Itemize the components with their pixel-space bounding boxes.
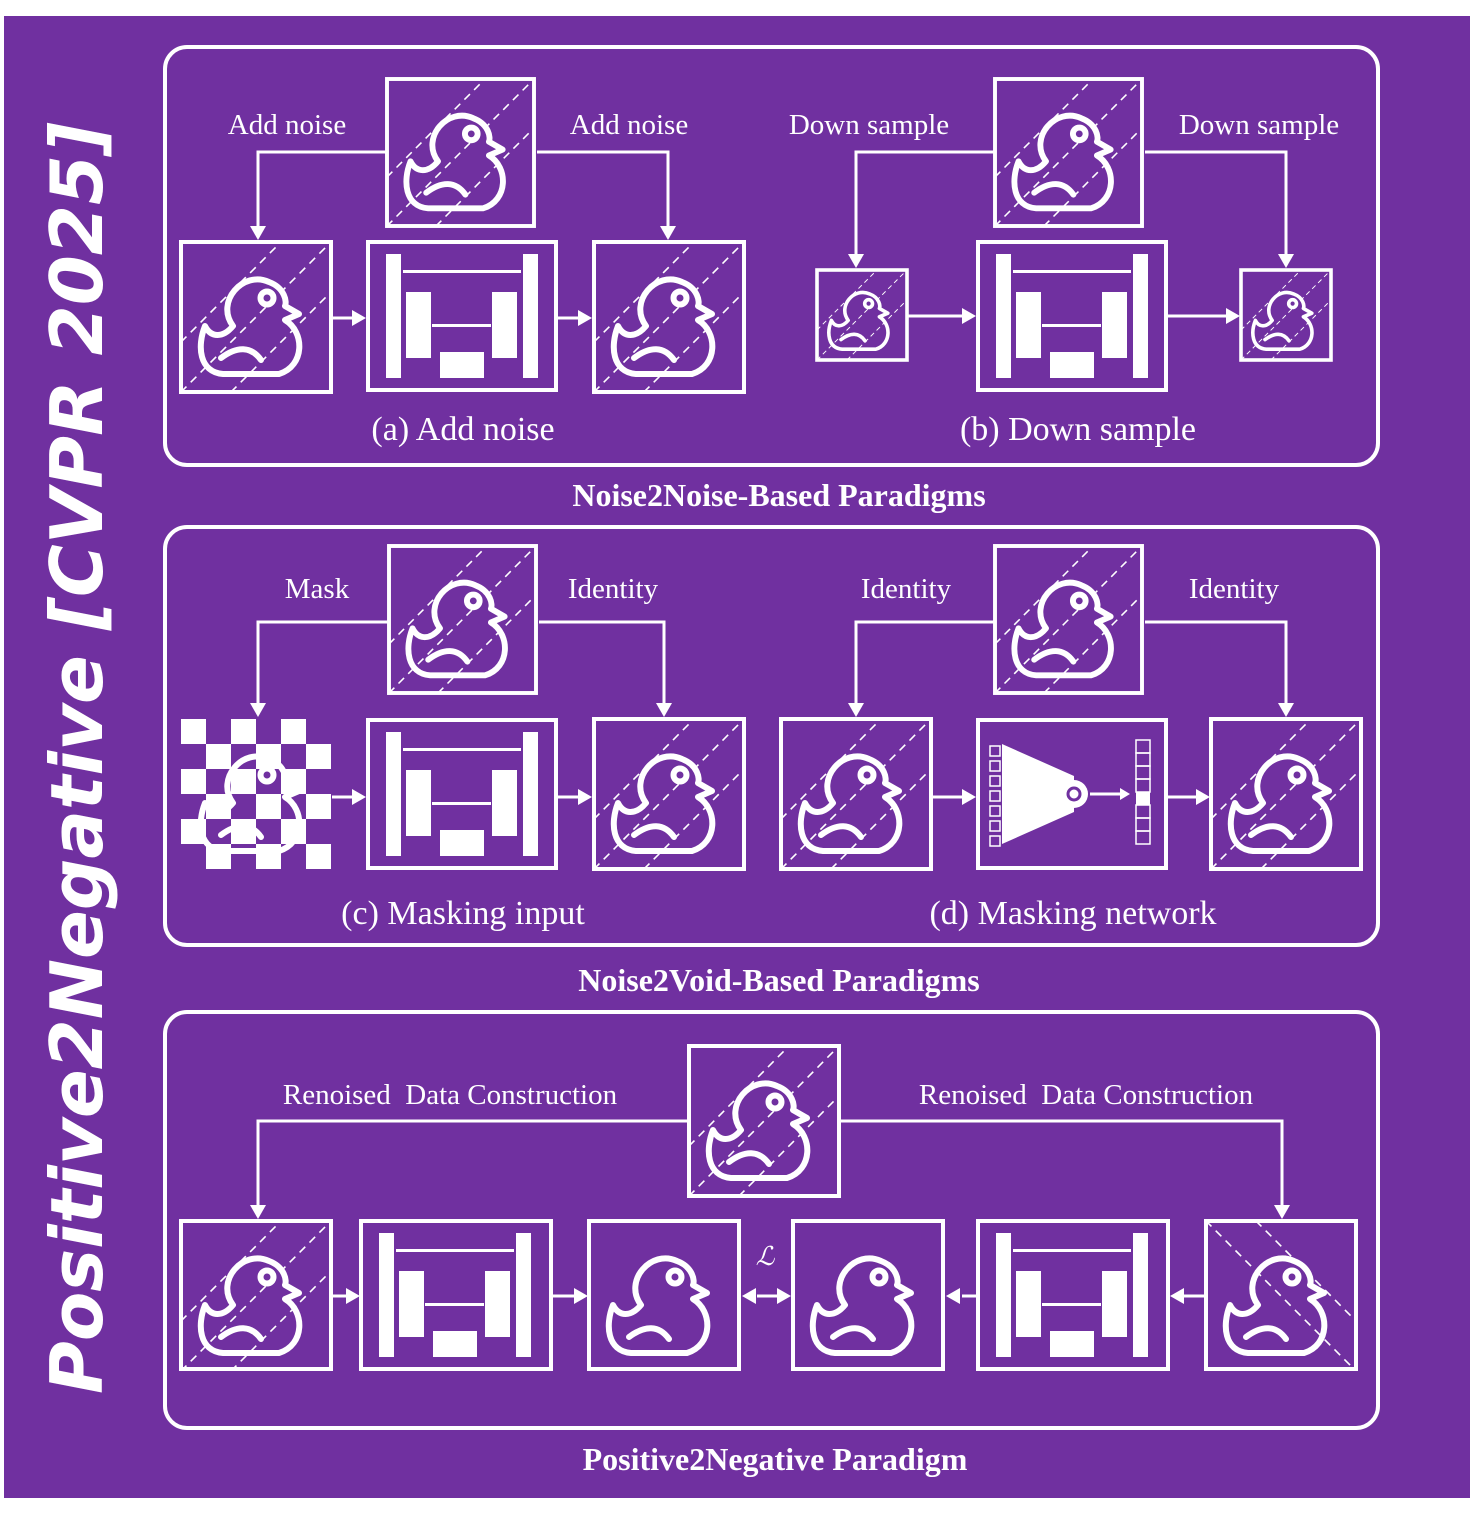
caption: (b) Down sample bbox=[960, 411, 1196, 448]
noisy-input bbox=[761, 699, 951, 889]
right-label: Add noise bbox=[570, 109, 688, 141]
connector-arrows bbox=[256, 150, 670, 320]
subfigure-c: Mask Identity (c) Masking input bbox=[181, 526, 764, 932]
renoised-input-left bbox=[161, 1201, 351, 1391]
identity-target bbox=[574, 699, 764, 889]
identity-target bbox=[1191, 699, 1381, 889]
panel-border bbox=[163, 45, 1380, 467]
arrow-heads bbox=[250, 1205, 1290, 1304]
caption: (d) Masking network bbox=[929, 895, 1216, 932]
unet-network bbox=[366, 240, 558, 392]
subfigure-d: Identity Identity (d) Masking network bbox=[761, 526, 1381, 932]
panel-border bbox=[163, 525, 1380, 947]
connector-arrows bbox=[854, 150, 1288, 318]
unet-network-left bbox=[359, 1219, 553, 1371]
left-label: Mask bbox=[285, 573, 350, 605]
top-image bbox=[369, 526, 555, 712]
denoised-output-left bbox=[587, 1219, 741, 1371]
masking-network bbox=[976, 718, 1168, 870]
arrow-heads bbox=[250, 226, 676, 326]
noisy-target bbox=[574, 222, 764, 412]
top-image bbox=[975, 526, 1161, 712]
unet-network-right bbox=[976, 1219, 1170, 1371]
arrow-heads bbox=[848, 254, 1294, 324]
panel-border bbox=[163, 1010, 1380, 1430]
connector-arrows bbox=[854, 620, 1288, 799]
left-label: Add noise bbox=[228, 109, 346, 141]
renoised-input-right bbox=[1186, 1201, 1376, 1391]
right-label: Down sample bbox=[1179, 109, 1339, 141]
downsampled-target bbox=[1229, 258, 1343, 372]
side-title: Positive2Negative [CVPR 2025] bbox=[35, 122, 119, 1394]
section-heading: Positive2Negative Paradigm bbox=[583, 1441, 968, 1477]
connector-arrows bbox=[256, 620, 666, 799]
subfigure-a: Add noise Add noise (a) Add noise bbox=[161, 59, 764, 448]
connector-arrows bbox=[256, 1119, 1284, 1298]
section-noise2noise: Add noise Add noise (a) Add noise bbox=[161, 45, 1380, 513]
right-label: Identity bbox=[568, 573, 659, 605]
loss-symbol: ℒ bbox=[756, 1242, 776, 1271]
section-positive2negative: ℒ Renoised Data Construction Renoised Da… bbox=[161, 1010, 1380, 1477]
arrow-heads bbox=[848, 703, 1294, 805]
section-noise2void: Mask Identity (c) Masking input bbox=[163, 525, 1381, 998]
left-label: Renoised Data Construction bbox=[283, 1079, 618, 1111]
caption: (a) Add noise bbox=[371, 411, 554, 448]
right-label: Renoised Data Construction bbox=[919, 1079, 1254, 1111]
subfigure-b: Down sample Down sample (b) Down sample bbox=[789, 59, 1343, 448]
noisy-input bbox=[161, 222, 351, 412]
arrow-heads bbox=[250, 703, 672, 805]
left-label: Identity bbox=[861, 573, 952, 605]
denoised-output-right bbox=[791, 1219, 945, 1371]
section-heading: Noise2Noise-Based Paradigms bbox=[572, 477, 985, 513]
downsampled-input bbox=[805, 258, 919, 372]
caption: (c) Masking input bbox=[341, 895, 585, 932]
unet-network bbox=[976, 240, 1168, 392]
left-label: Down sample bbox=[789, 109, 949, 141]
section-heading: Noise2Void-Based Paradigms bbox=[578, 962, 980, 998]
right-label: Identity bbox=[1189, 573, 1280, 605]
unet-network bbox=[366, 718, 558, 870]
